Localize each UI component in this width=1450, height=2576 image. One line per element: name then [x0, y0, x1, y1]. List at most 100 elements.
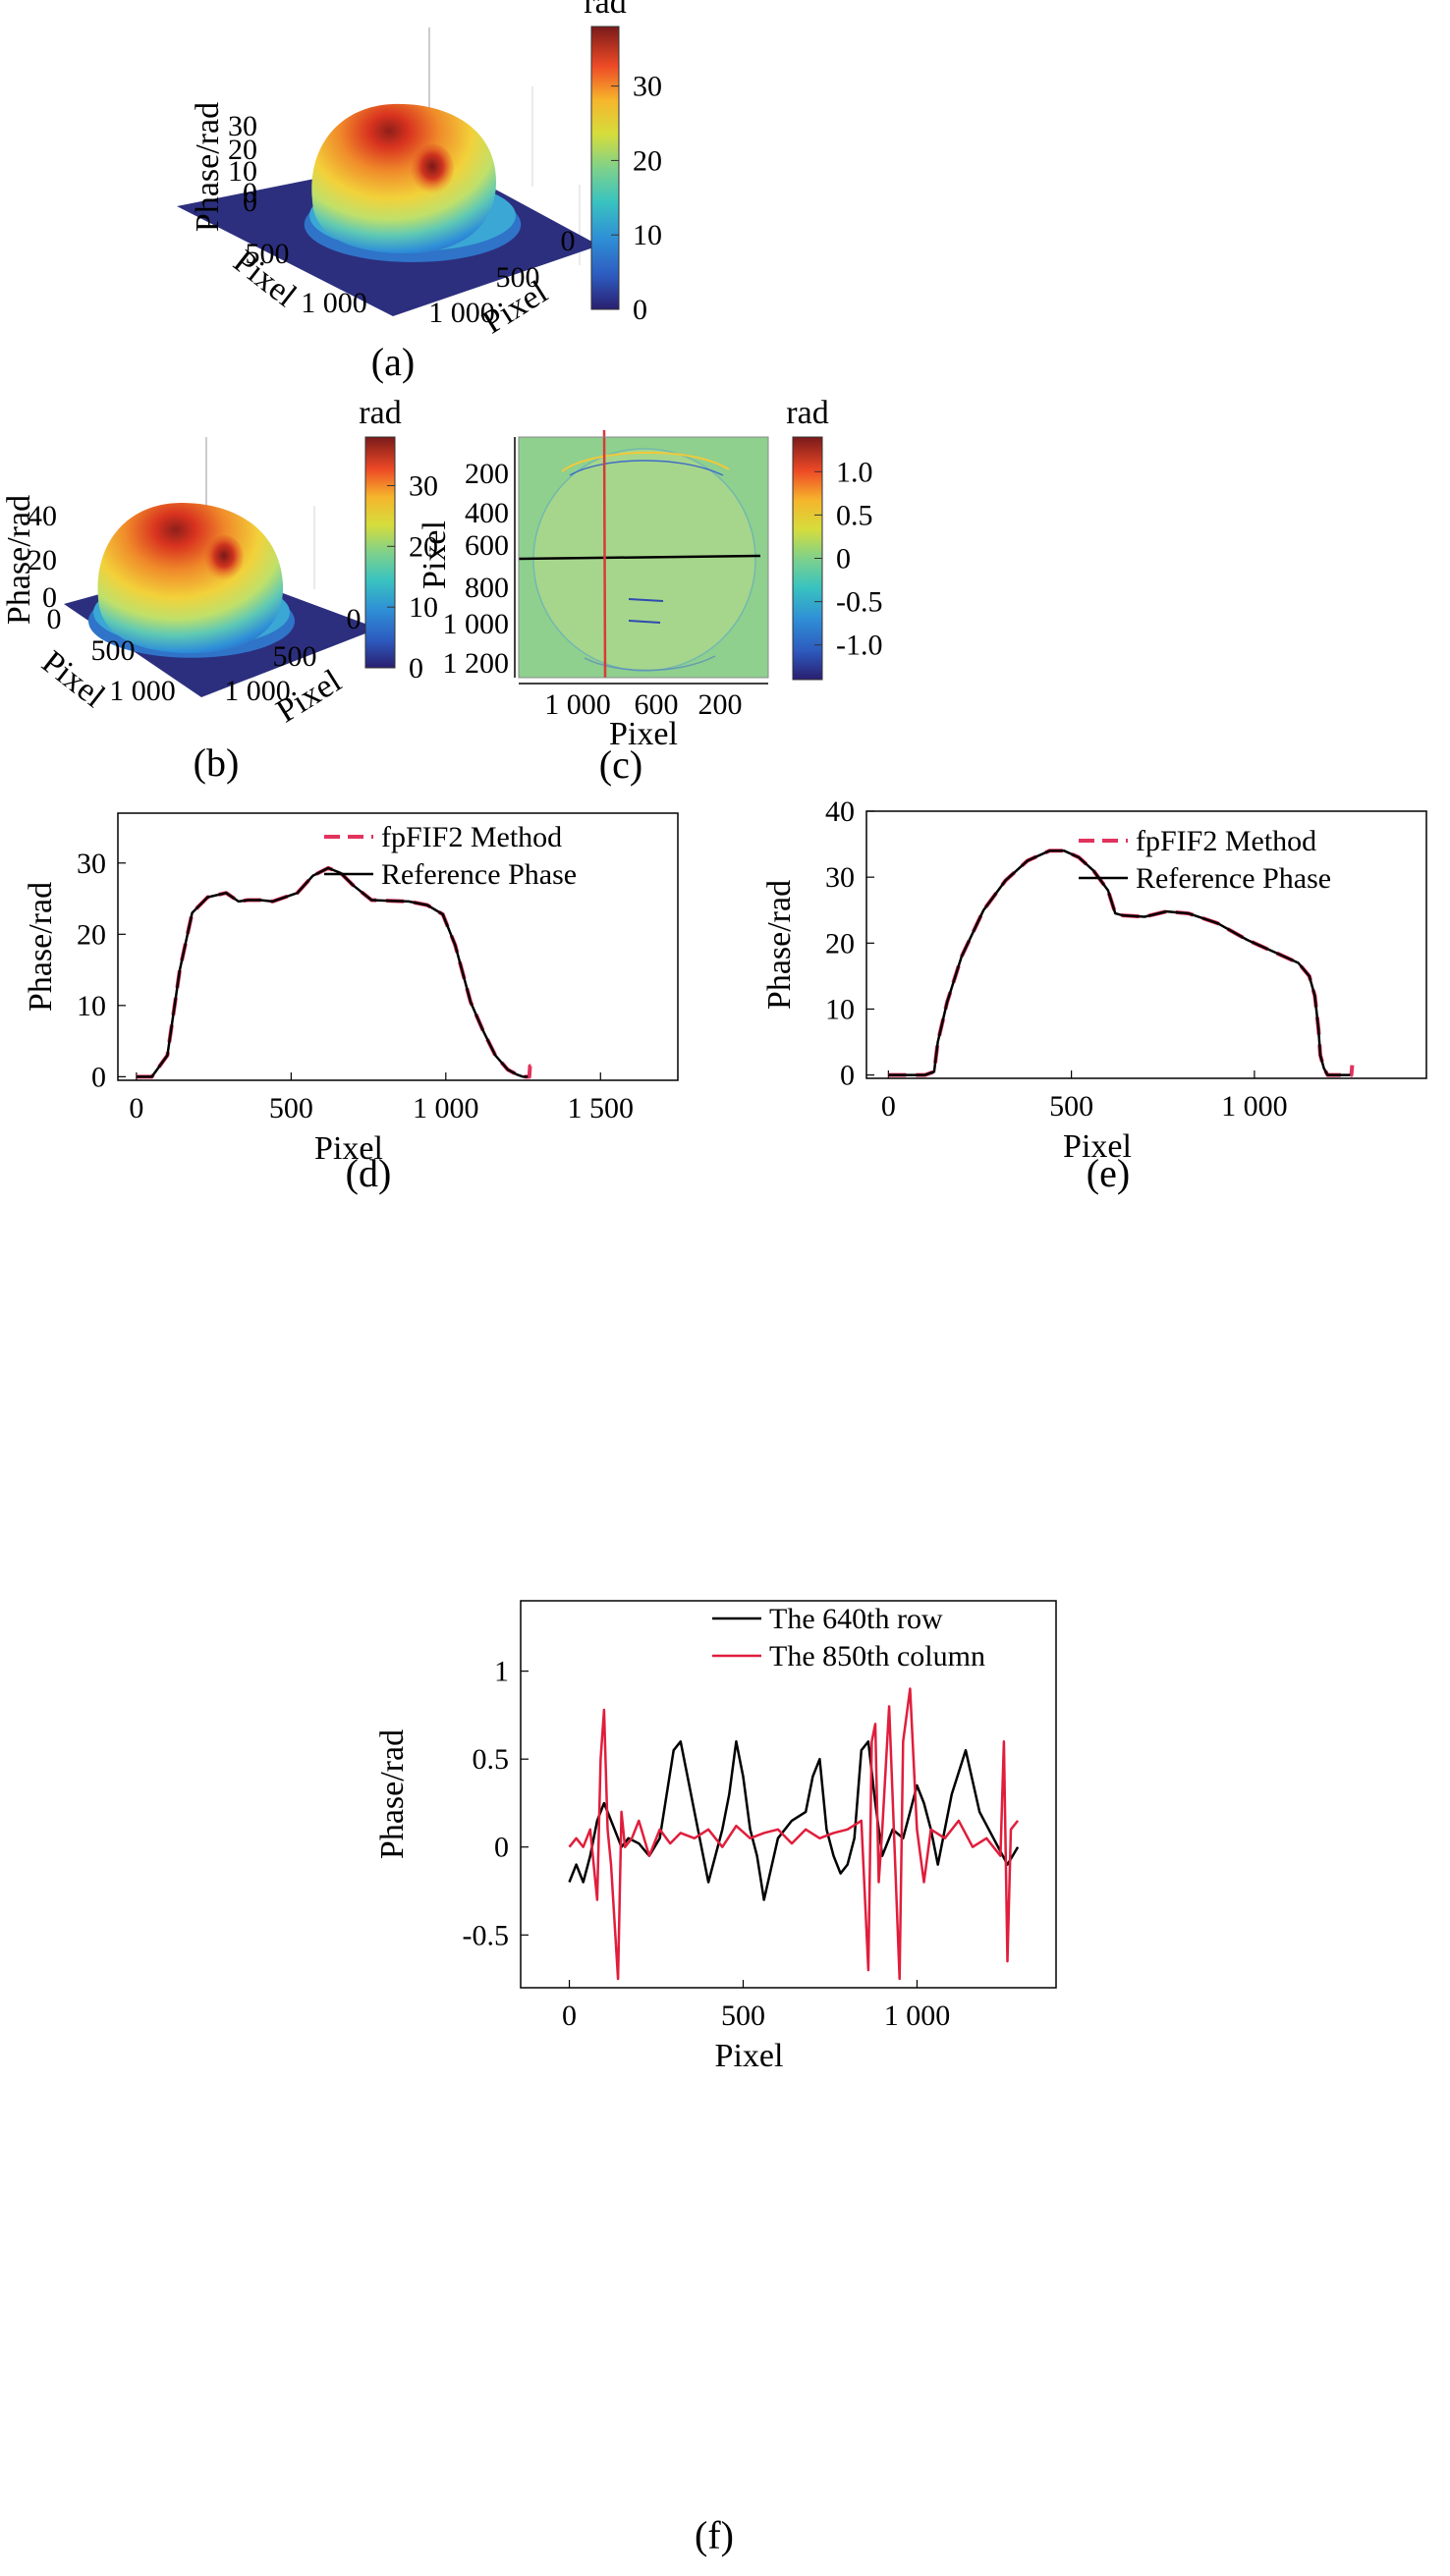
- x-tick-label: 500: [721, 2000, 765, 2032]
- x-tick-label: 1 000: [1221, 1090, 1288, 1123]
- x-tick-label: 600: [635, 688, 679, 721]
- secondary-peak: [411, 143, 454, 194]
- y-tick-label: 20: [77, 918, 106, 951]
- y-tick-label: 10: [825, 993, 855, 1025]
- y-axis-label: Phase/rad: [761, 880, 798, 1010]
- y-tick-label: 0: [347, 603, 362, 635]
- panel-caption: (b): [194, 740, 240, 785]
- x-tick-label: 500: [269, 1092, 313, 1124]
- colorbar-tick-label: 10: [409, 591, 438, 624]
- colorbar-label: rad: [359, 395, 401, 431]
- legend-label: The 850th column: [769, 1640, 985, 1672]
- colorbar-tick-label: 20: [409, 530, 438, 563]
- z-tick-label: 20: [228, 134, 257, 166]
- legend-label: Reference Phase: [381, 858, 577, 891]
- z-tick-label: 30: [228, 110, 257, 142]
- x-tick-label: 500: [1049, 1090, 1093, 1123]
- x-tick-label: 0: [47, 603, 62, 635]
- legend-label: The 640th row: [769, 1603, 943, 1635]
- y-tick-label: 1 000: [224, 675, 291, 707]
- y-tick-label: 1 200: [443, 647, 510, 680]
- panel-caption: (d): [346, 1151, 392, 1195]
- x-tick-label: 0: [881, 1090, 896, 1123]
- panel-caption: (a): [371, 340, 415, 384]
- phase-dome: [311, 103, 496, 253]
- colorbar-tick-label: 30: [633, 71, 662, 103]
- colorbar-tick-label: 0: [409, 652, 423, 685]
- plot-frame: [865, 810, 1427, 1079]
- y-tick-label: 0: [840, 1060, 855, 1092]
- colorbar-tick-label: -0.5: [836, 586, 883, 619]
- y-tick-label: -0.5: [463, 1919, 510, 1951]
- x-tick-label: 1 000: [413, 1092, 479, 1124]
- panel-caption: (c): [599, 742, 642, 787]
- legend-label: Reference Phase: [1136, 862, 1331, 895]
- x-axis-label: Pixel: [715, 2038, 784, 2074]
- column-profile-line: [602, 429, 607, 679]
- y-tick-label: 800: [465, 572, 509, 604]
- x-axis-label: Pixel: [1063, 1128, 1132, 1165]
- y-tick-label: 600: [465, 529, 509, 562]
- y-tick-label: 1 000: [428, 297, 495, 329]
- z-tick-label: 20: [28, 544, 57, 576]
- colorbar-tick-label: 1.0: [836, 456, 873, 488]
- y-tick-label: 0.5: [473, 1743, 510, 1776]
- colorbar-tick-label: -1.0: [836, 630, 883, 662]
- y-tick-label: 1 000: [443, 608, 510, 640]
- plot-frame: [117, 812, 679, 1081]
- colorbar: [364, 436, 396, 669]
- error-arc-top: [561, 451, 730, 472]
- y-tick-label: 20: [825, 927, 855, 959]
- colorbar-tick-label: 20: [633, 144, 662, 177]
- y-tick-label: 0: [91, 1061, 106, 1093]
- y-tick-label: 30: [825, 861, 855, 894]
- y-axis-label: Pixel: [417, 521, 453, 589]
- x-tick-label: 200: [698, 688, 743, 721]
- z-tick-label: 0: [243, 186, 257, 218]
- x-tick-label: 1 000: [544, 688, 611, 721]
- z-tick-label: 40: [28, 500, 57, 532]
- y-tick-label: 30: [77, 848, 106, 880]
- series-line-1: [568, 1687, 1020, 1981]
- panel-d-line-chart: 0 500 1 000 1 500 0 10 20 30 Pixel Phase/rad fpFIF…: [23, 812, 679, 1195]
- x-tick-label: 500: [246, 238, 290, 270]
- plot-frame: [520, 1600, 1057, 1989]
- colorbar: [590, 26, 620, 310]
- series-line-1: [888, 850, 1351, 1076]
- x-tick-label: 0: [129, 1092, 143, 1124]
- x-tick-label: 1 000: [109, 675, 176, 707]
- x-tick-label: 0: [562, 2000, 577, 2032]
- y-axis-label: Pixel: [270, 663, 348, 730]
- x-tick-label: 500: [91, 634, 136, 667]
- y-tick-label: 40: [825, 795, 855, 828]
- colorbar-tick-label: 0.5: [836, 499, 873, 531]
- panel-caption: (e): [1087, 1151, 1130, 1195]
- x-tick-label: 1 500: [568, 1092, 635, 1124]
- error-mark: [628, 598, 664, 602]
- heatmap-frame: [518, 436, 769, 679]
- x-axis-label: Pixel: [314, 1130, 383, 1167]
- colorbar-label: rad: [786, 395, 828, 431]
- panel-e-line-chart: 0 500 1 000 0 10 20 30 40 Pixel Phase/rad fpFIF2 M…: [761, 795, 1427, 1195]
- y-tick-label: 200: [465, 458, 509, 490]
- colorbar-label: rad: [584, 0, 626, 21]
- error-arc-top-inner: [569, 460, 724, 476]
- secondary-peak: [204, 535, 244, 580]
- y-tick-label: 0: [494, 1832, 509, 1864]
- x-tick-label: 1 000: [301, 287, 367, 319]
- colorbar-tick-label: 0: [836, 543, 851, 575]
- colorbar-tick-label: 30: [409, 469, 438, 502]
- panel-f-line-chart: 0 500 1 000 -0.5 0 0.5 1 Pixel Phase/rad The 640t…: [374, 1600, 1057, 2557]
- phase-dome: [97, 503, 284, 653]
- z-axis-label: Phase/rad: [1, 495, 37, 625]
- y-axis-label: Phase/rad: [23, 882, 59, 1012]
- y-tick-label: 0: [561, 225, 576, 257]
- x-tick-label: 1 000: [884, 2000, 951, 2032]
- error-arc-bottom: [584, 655, 716, 672]
- colorbar-tick-label: 0: [633, 294, 647, 326]
- z-tick-label: 10: [228, 155, 257, 188]
- x-axis-label: Pixel: [609, 716, 678, 752]
